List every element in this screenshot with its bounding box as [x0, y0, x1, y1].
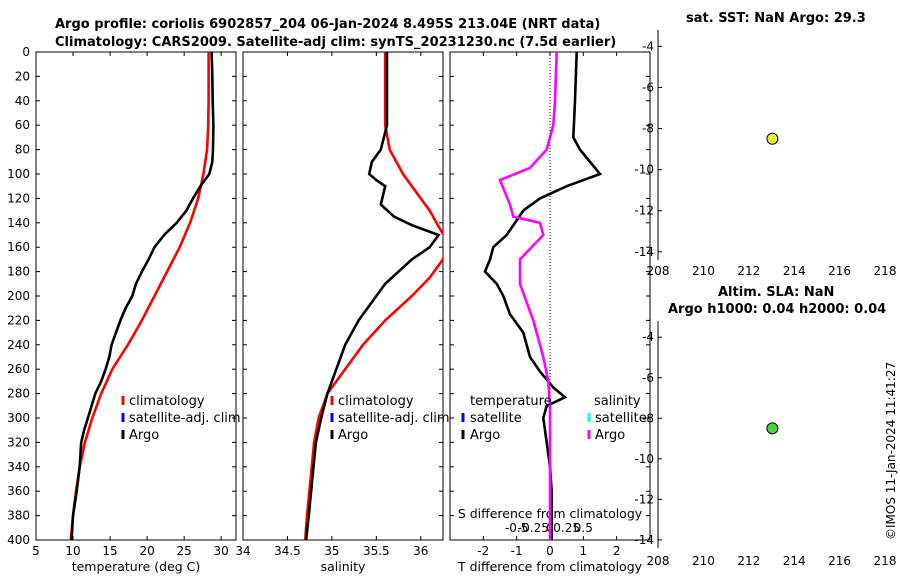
map-x-tick-label: 216: [828, 554, 851, 568]
legend-label: Argo: [595, 428, 625, 443]
sal-diff-tick-label: 0.25: [553, 521, 580, 535]
x-tick-label: 36: [413, 544, 428, 558]
sal-diff-tick-label: 0.5: [574, 521, 593, 535]
map-x-tick-label: 216: [828, 264, 851, 278]
salinity-axis-label: salinity: [321, 559, 366, 574]
x-tick-label: 34.5: [274, 544, 301, 558]
figure-title-line2: Climatology: CARS2009. Satellite-adj cli…: [55, 35, 616, 50]
x-tick-label: 10: [65, 544, 80, 558]
depth-tick-label: 220: [7, 313, 30, 327]
legend-label: satellite-adj. clim: [338, 411, 450, 426]
legend-label: Argo: [338, 428, 368, 443]
depth-tick-label: 400: [7, 533, 30, 547]
legend-label: climatology: [338, 394, 414, 409]
depth-tick-label: 240: [7, 338, 30, 352]
map-y-tick-label: -8: [642, 411, 654, 425]
map-y-tick-label: -10: [634, 452, 654, 466]
map-y-tick-label: -4: [642, 39, 654, 53]
depth-tick-label: 320: [7, 435, 30, 449]
depth-tick-label: 360: [7, 484, 30, 498]
x-tick-label: 34: [235, 544, 250, 558]
sal-diff-tick-label: -0.5: [505, 521, 528, 535]
map-y-tick-label: -12: [634, 204, 654, 218]
series-line-t-argo: [483, 52, 603, 540]
series-line-argo: [304, 52, 441, 540]
map-y-tick-label: -10: [634, 163, 654, 177]
legend-label: Argo: [470, 428, 500, 443]
depth-tick-label: 0: [22, 45, 30, 59]
map-y-tick-label: -12: [634, 492, 654, 506]
map-x-tick-label: 208: [647, 264, 670, 278]
x-tick-label: 20: [139, 544, 154, 558]
depth-tick-label: 80: [15, 143, 30, 157]
map-y-tick-label: -6: [642, 81, 654, 95]
legend-label: climatology: [129, 394, 205, 409]
depth-tick-label: 380: [7, 509, 30, 523]
depth-tick-label: 160: [7, 240, 30, 254]
depth-tick-label: 340: [7, 460, 30, 474]
map-x-tick-label: 212: [737, 554, 760, 568]
depth-tick-label: 260: [7, 362, 30, 376]
depth-tick-label: 200: [7, 289, 30, 303]
series-line-s-argo: [498, 52, 558, 540]
depth-tick-label: 280: [7, 387, 30, 401]
depth-tick-label: 180: [7, 265, 30, 279]
map-x-tick-label: 218: [874, 264, 897, 278]
depth-tick-label: 60: [15, 118, 30, 132]
t-diff-axis-label: T difference from climatology: [457, 559, 643, 574]
x-tick-label: -2: [477, 544, 489, 558]
legend-label: satellite: [595, 411, 647, 426]
series-line-climatology: [303, 52, 443, 540]
x-tick-label: 1: [580, 544, 588, 558]
x-tick-label: 30: [214, 544, 229, 558]
map-x-tick-label: 210: [692, 264, 715, 278]
depth-tick-label: 100: [7, 167, 30, 181]
x-tick-label: 25: [177, 544, 192, 558]
argo-position-marker: [766, 132, 779, 145]
map-y-tick-label: -14: [634, 245, 654, 259]
legend-label: satellite: [470, 411, 522, 426]
depth-tick-label: 40: [15, 94, 30, 108]
series-line-argo: [70, 52, 215, 540]
depth-tick-label: 20: [15, 69, 30, 83]
x-tick-label: 35.5: [363, 544, 390, 558]
map-x-tick-label: 214: [783, 264, 806, 278]
depth-tick-label: 120: [7, 191, 30, 205]
legend-title-salinity: salinity: [594, 394, 641, 409]
sla-map-title-line1: Altim. SLA: NaN: [718, 285, 834, 300]
legend-title-temperature: temperature: [470, 394, 552, 409]
sla-map-title-line2: Argo h1000: 0.04 h2000: 0.04: [668, 302, 886, 317]
sal-diff-tick-label: -0.25: [518, 521, 549, 535]
x-tick-label: 35: [324, 544, 339, 558]
x-tick-label: -1: [511, 544, 523, 558]
argo-position-marker: [766, 422, 779, 435]
depth-tick-label: 300: [7, 411, 30, 425]
map-x-tick-label: 218: [874, 554, 897, 568]
map-y-tick-label: -8: [642, 122, 654, 136]
map-x-tick-label: 212: [737, 264, 760, 278]
legend-label: satellite-adj. clim: [129, 411, 241, 426]
map-y-tick-label: -4: [642, 330, 654, 344]
series-line-climatology: [69, 52, 210, 540]
temperature-axis-label: temperature (deg C): [72, 559, 201, 574]
map-x-tick-label: 214: [783, 554, 806, 568]
legend-label: Argo: [129, 428, 159, 443]
x-tick-label: 5: [32, 544, 40, 558]
map-x-tick-label: 208: [647, 554, 670, 568]
profile-panel-frame-1: [35, 51, 237, 541]
x-tick-label: 2: [613, 544, 621, 558]
sst-map-title: sat. SST: NaN Argo: 29.3: [686, 11, 866, 26]
figure-title-line1: Argo profile: coriolis 6902857_204 06-Ja…: [55, 17, 600, 32]
imos-credit: ©IMOS 11-Jan-2024 11:41:27: [884, 362, 898, 540]
x-tick-label: 15: [102, 544, 117, 558]
depth-tick-label: 140: [7, 216, 30, 230]
x-tick-label: 0: [546, 544, 554, 558]
map-x-tick-label: 210: [692, 554, 715, 568]
map-y-tick-label: -14: [634, 533, 654, 547]
map-y-tick-label: -6: [642, 371, 654, 385]
